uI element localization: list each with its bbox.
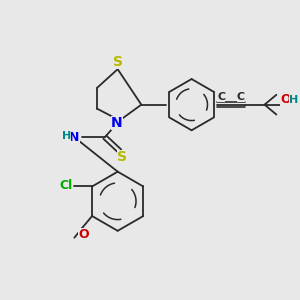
Text: N: N (111, 116, 122, 130)
Text: S: S (113, 55, 123, 69)
Text: H: H (62, 131, 71, 141)
Text: C: C (217, 92, 225, 102)
Text: O: O (78, 228, 88, 241)
Text: N: N (69, 131, 80, 144)
Text: S: S (117, 150, 127, 164)
Text: H: H (290, 95, 299, 105)
Text: O: O (280, 93, 290, 106)
Text: Cl: Cl (60, 179, 73, 192)
Text: C: C (237, 92, 245, 102)
